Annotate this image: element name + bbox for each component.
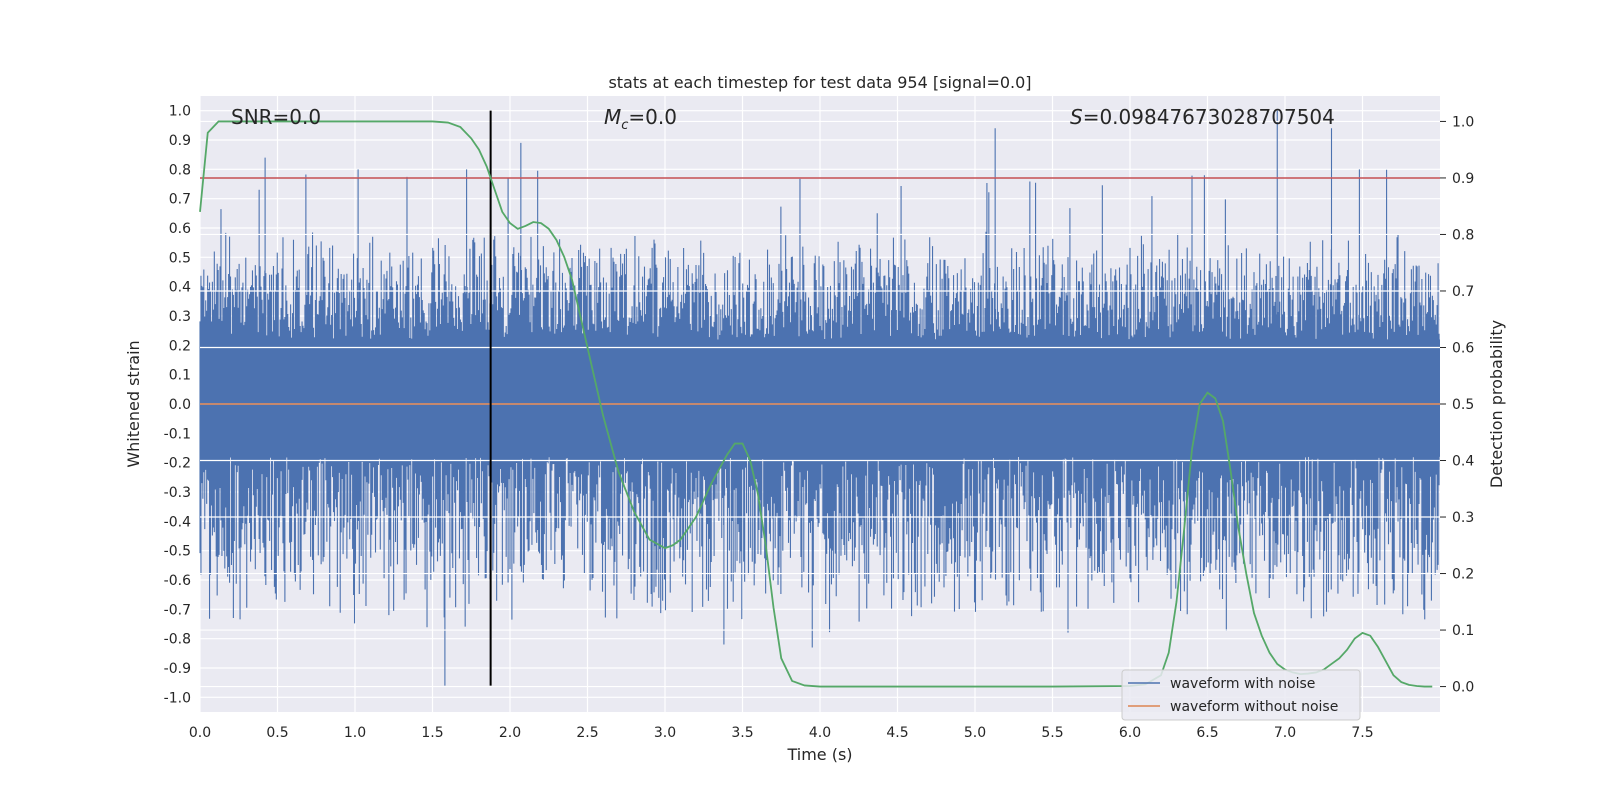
- score-symbol: S: [1070, 105, 1083, 129]
- x-tick-label: 5.5: [1041, 725, 1063, 741]
- x-tick-label: 7.5: [1351, 725, 1373, 741]
- detection-probability-line: [199, 120, 1433, 688]
- y-tick-label: -0.4: [164, 514, 191, 530]
- right-tick-label: 1.0: [1452, 114, 1474, 130]
- x-tick-label: 0.5: [266, 725, 288, 741]
- y-tick-label: 0.2: [169, 338, 191, 354]
- y-axis-label: Whitened strain: [124, 340, 143, 467]
- y-tick-label: -0.1: [164, 426, 191, 442]
- y-tick-label: -0.9: [164, 661, 191, 677]
- y-tick-label: -0.8: [164, 632, 191, 648]
- waveform-with-noise-series: [199, 110, 1440, 686]
- right-tick-label: 0.6: [1452, 340, 1474, 356]
- y-tick-label: 0.3: [169, 309, 191, 325]
- y-tick-label: 0.9: [169, 133, 191, 149]
- y-tick-label: 0.4: [169, 280, 191, 296]
- y-axis-ticks: 1.0 0.9 0.8 0.7 0.6 0.5 0.4 0.3 0.2 0.1 0.0 -0.1 -0.…: [164, 104, 191, 707]
- chart-title: stats at each timestep for test data 954…: [608, 73, 1031, 92]
- y-tick-label: 0.7: [169, 192, 191, 208]
- y-tick-label: 0.8: [169, 162, 191, 178]
- x-tick-label: 4.5: [886, 725, 908, 741]
- legend-box: [1121, 669, 1361, 721]
- y-tick-label: -0.3: [164, 485, 191, 501]
- y-tick-label: 0.6: [169, 221, 191, 237]
- x-tick-label: 6.0: [1119, 725, 1141, 741]
- x-tick-label: 0.0: [189, 725, 211, 741]
- right-axis-ticks: 1.0 0.9 0.8 0.7 0.6 0.5 0.4 0.3 0.2 0.1 0.0: [1440, 114, 1474, 696]
- right-tick-label: 0.1: [1452, 623, 1474, 639]
- x-tick-label: 7.0: [1274, 725, 1296, 741]
- x-tick-label: 2.0: [499, 725, 521, 741]
- waveform-with-noise-trace: [199, 110, 1440, 686]
- score-annotation: S=0.09847673028707504: [1070, 105, 1335, 129]
- right-tick-label: 0.9: [1452, 171, 1474, 187]
- right-axis-label: Detection probability: [1487, 320, 1506, 488]
- legend-label-waveform-without-noise: waveform without noise: [1170, 699, 1338, 715]
- y-tick-label: -0.6: [164, 573, 191, 589]
- right-tick-label: 0.2: [1452, 567, 1474, 583]
- x-tick-label: 4.0: [809, 725, 831, 741]
- legend-label-waveform-with-noise: waveform with noise: [1170, 676, 1315, 692]
- y-tick-label: -0.5: [164, 544, 191, 560]
- y-tick-label: -0.7: [164, 602, 191, 618]
- right-tick-label: 0.0: [1452, 680, 1474, 696]
- y-tick-label: 0.0: [169, 397, 191, 413]
- y-tick-label: 0.1: [169, 368, 191, 384]
- chirp-mass-subscript: c: [621, 118, 628, 133]
- chirp-mass-annotation: Mc=0.0: [604, 105, 677, 133]
- x-tick-label: 1.5: [421, 725, 443, 741]
- chirp-mass-symbol: M: [604, 105, 621, 129]
- x-tick-label: 6.5: [1196, 725, 1218, 741]
- x-tick-label: 2.5: [576, 725, 598, 741]
- right-tick-label: 0.7: [1452, 284, 1474, 300]
- x-tick-label: 5.0: [964, 725, 986, 741]
- y-tick-label: -1.0: [164, 690, 191, 706]
- snr-annotation: SNR=0.0: [231, 105, 321, 129]
- x-axis-label: Time (s): [786, 745, 852, 764]
- x-tick-label: 3.5: [731, 725, 753, 741]
- right-tick-label: 0.5: [1452, 397, 1474, 413]
- x-tick-label: 3.0: [654, 725, 676, 741]
- right-tick-label: 0.4: [1452, 454, 1474, 470]
- chirp-mass-value: =0.0: [628, 105, 677, 129]
- y-tick-label: 0.5: [169, 250, 191, 266]
- score-value: =0.09847673028707504: [1083, 105, 1335, 129]
- right-tick-label: 0.8: [1452, 227, 1474, 243]
- y-tick-label: -0.2: [164, 456, 191, 472]
- x-tick-label: 1.0: [344, 725, 366, 741]
- legend: waveform with noise waveform without noi…: [1121, 669, 1361, 721]
- y-tick-label: 1.0: [169, 104, 191, 120]
- right-tick-label: 0.3: [1452, 510, 1474, 526]
- x-axis-ticks: 0.0 0.5 1.0 1.5 2.0 2.5 3.0 3.5 4.0 4.5 5.0 5.5 6.0 6…: [189, 725, 1374, 741]
